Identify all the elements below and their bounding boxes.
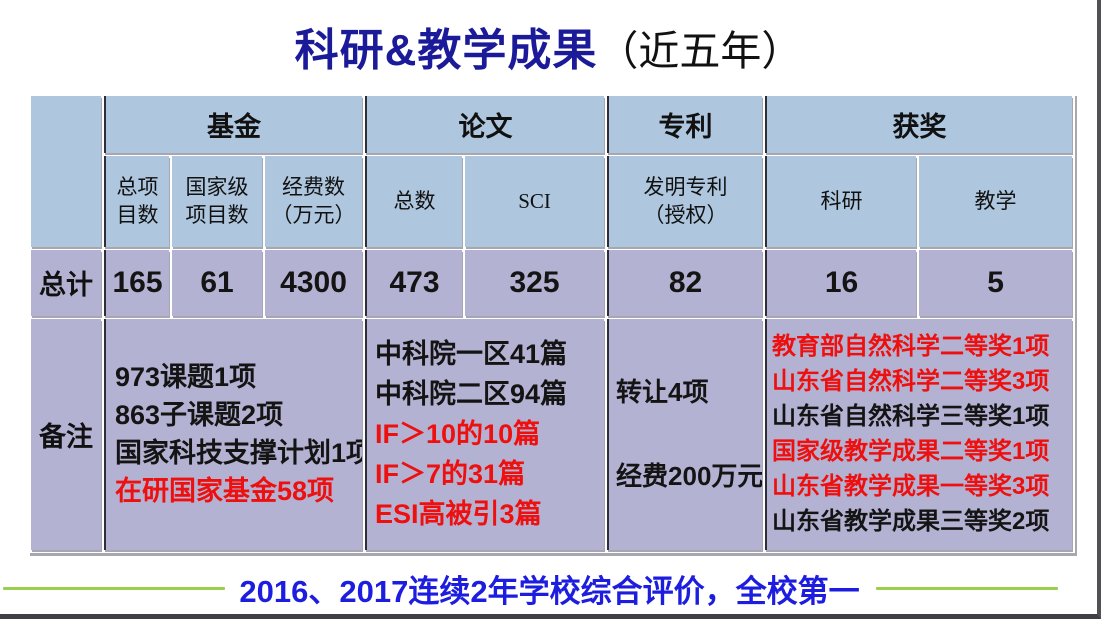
subheader-paper-total: 总数 [365, 156, 463, 247]
note-line: 973课题1项 [115, 362, 257, 393]
notes-papers: 中科院一区41篇 中科院二区94篇 IF＞10的10篇 IF＞7的31篇 ESI… [365, 318, 605, 550]
group-header-patents: 专利 [607, 96, 763, 154]
subheader-invention-patents: 发明专利 （授权） [607, 156, 763, 247]
subheader-research-awards: 科研 [765, 156, 917, 247]
group-header-awards: 获奖 [765, 96, 1073, 154]
note-line: 山东省自然科学二等奖3项 [772, 368, 1050, 396]
subheader-funding-amount: 经费数 （万元） [265, 156, 363, 247]
results-table: 基金 论文 专利 获奖 总项 目数 国家级 项目数 经费数 （万元） 总数 SC… [28, 93, 1076, 553]
notes-row-label: 备注 [31, 318, 101, 550]
subheader-total-projects: 总项 目数 [104, 156, 169, 247]
divider-line-right [875, 587, 1058, 590]
notes-fund: 973课题1项 863子课题2项 国家科技支撑计划1项 在研国家基金58项 [104, 318, 363, 550]
footer-banner: 2016、2017连续2年学校综合评价，全校第一 [0, 566, 1097, 611]
note-line: 山东省教学成果一等奖3项 [772, 473, 1050, 501]
note-line: IF＞10的10篇 [375, 419, 541, 450]
note-line: 863子课题2项 [115, 400, 284, 431]
note-line: IF＞7的31篇 [375, 459, 526, 490]
note-line: 国家级教学成果二等奖1项 [772, 438, 1050, 466]
group-header-papers: 论文 [365, 96, 605, 154]
note-line: ESI高被引3篇 [375, 499, 542, 530]
page-title: 科研&教学成果（近五年） [0, 14, 1097, 78]
funding-amount-value: 4300 [265, 249, 363, 316]
note-line: 经费200万元 [616, 461, 763, 492]
total-projects-value: 165 [104, 249, 169, 316]
note-line: 山东省自然科学三等奖1项 [772, 403, 1050, 431]
research-awards-value: 16 [765, 249, 917, 316]
subheader-sci: SCI [465, 156, 605, 247]
note-line: 中科院二区94篇 [375, 379, 568, 410]
national-projects-value: 61 [172, 249, 262, 316]
notes-patents: 转让4项 经费200万元 [607, 318, 763, 550]
note-line: 山东省教学成果三等奖2项 [772, 508, 1050, 536]
note-line: 转让4项 [616, 377, 709, 408]
page-title-main: 科研&教学成果 [294, 26, 598, 75]
note-line [616, 413, 762, 455]
footer-text: 2016、2017连续2年学校综合评价，全校第一 [239, 574, 860, 609]
divider-line-left [3, 587, 226, 590]
subheader-national-projects: 国家级 项目数 [172, 156, 262, 247]
note-line: 中科院一区41篇 [375, 339, 568, 370]
notes-awards: 教育部自然科学二等奖1项 山东省自然科学二等奖3项 山东省自然科学三等奖1项 国… [765, 318, 1073, 550]
patents-value: 82 [607, 249, 763, 316]
note-line: 在研国家基金58项 [115, 476, 335, 507]
note-line: 国家科技支撑计划1项 [115, 438, 363, 469]
note-line: 教育部自然科学二等奖1项 [772, 333, 1050, 361]
corner-cell [31, 96, 101, 247]
group-header-fund: 基金 [104, 96, 363, 154]
teaching-awards-value: 5 [919, 249, 1073, 316]
page-title-suffix: （近五年） [597, 28, 803, 74]
subheader-teaching-awards: 教学 [919, 156, 1073, 247]
sci-value: 325 [465, 249, 605, 316]
totals-row-label: 总计 [31, 249, 101, 316]
paper-total-value: 473 [365, 249, 463, 316]
